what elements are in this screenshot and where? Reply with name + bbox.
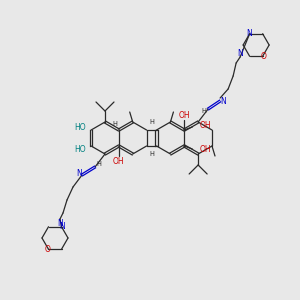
Text: N: N xyxy=(60,222,65,231)
Text: O: O xyxy=(45,245,50,254)
Text: N: N xyxy=(76,169,82,178)
Text: OH: OH xyxy=(199,146,211,154)
Text: H: H xyxy=(202,108,207,114)
Text: OH: OH xyxy=(199,122,211,130)
Text: H: H xyxy=(149,119,154,125)
Text: H: H xyxy=(97,161,101,167)
Text: N: N xyxy=(57,218,63,227)
Text: H: H xyxy=(112,121,117,127)
Text: HO: HO xyxy=(74,122,86,131)
Text: H: H xyxy=(149,151,154,157)
Text: N: N xyxy=(237,49,243,58)
Text: O: O xyxy=(261,52,267,61)
Text: N: N xyxy=(246,29,251,38)
Text: N: N xyxy=(220,97,226,106)
Text: HO: HO xyxy=(74,145,86,154)
Text: OH: OH xyxy=(113,157,125,166)
Text: OH: OH xyxy=(178,110,190,119)
